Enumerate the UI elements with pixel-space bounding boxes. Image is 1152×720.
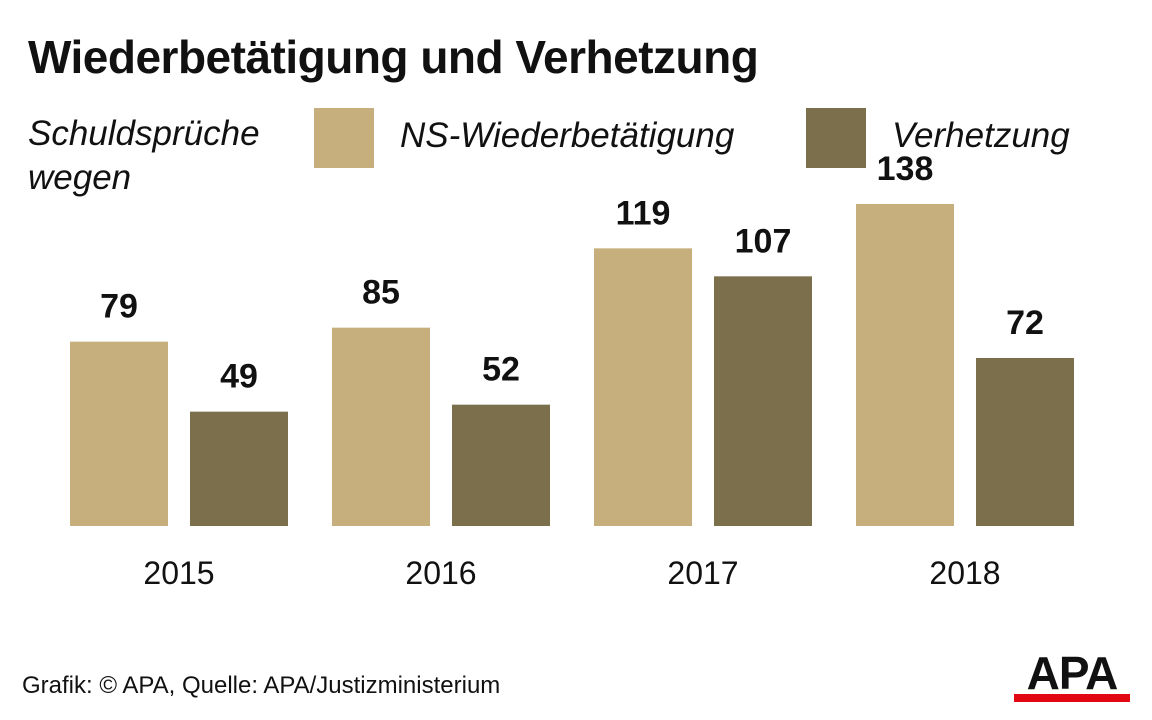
- category-label-2016: 2016: [405, 555, 476, 591]
- legend-label-verhetzung: Verhetzung: [892, 116, 1070, 155]
- chart-subtitle: Schuldsprüche wegen: [28, 114, 260, 197]
- data-label-2017-verhetzung: 107: [735, 222, 792, 260]
- bar-2018-verhetzung: [976, 358, 1074, 526]
- bar-2018-ns-wiederbetaetigung: [856, 204, 954, 526]
- category-label-2015: 2015: [143, 555, 214, 591]
- apa-logo: APA: [1014, 647, 1130, 702]
- bar-2015-ns-wiederbetaetigung: [70, 341, 168, 526]
- category-label-2017: 2017: [667, 555, 738, 591]
- bar-2015-verhetzung: [190, 411, 288, 526]
- source-credit: Grafik: © APA, Quelle: APA/Justizministe…: [22, 672, 501, 699]
- bar-2016-ns-wiederbetaetigung: [332, 327, 430, 526]
- chart-title: Wiederbetätigung und Verhetzung: [28, 31, 759, 83]
- bar-chart: 79 49 2015 85 52 2016 119 107 2017 138 72 2018: [70, 150, 1074, 591]
- apa-logo-bar: [1014, 694, 1130, 702]
- data-label-2016-verhetzung: 52: [482, 351, 520, 389]
- data-label-2016-ns-wiederbetaetigung: 85: [362, 274, 400, 312]
- legend-swatch-ns-wiederbetaetigung: [314, 108, 374, 168]
- data-label-2018-ns-wiederbetaetigung: 138: [877, 150, 934, 188]
- data-label-2018-verhetzung: 72: [1006, 304, 1044, 342]
- legend-label-ns-wiederbetaetigung: NS-Wiederbetätigung: [400, 116, 735, 155]
- category-label-2018: 2018: [929, 555, 1000, 591]
- bar-2017-verhetzung: [714, 276, 812, 526]
- data-label-2017-ns-wiederbetaetigung: 119: [616, 194, 671, 232]
- bar-2016-verhetzung: [452, 404, 550, 526]
- legend-swatch-verhetzung: [806, 108, 866, 168]
- data-label-2015-verhetzung: 49: [220, 358, 258, 396]
- bar-2017-ns-wiederbetaetigung: [594, 248, 692, 527]
- data-label-2015-ns-wiederbetaetigung: 79: [100, 288, 138, 326]
- apa-logo-text: APA: [1026, 647, 1119, 699]
